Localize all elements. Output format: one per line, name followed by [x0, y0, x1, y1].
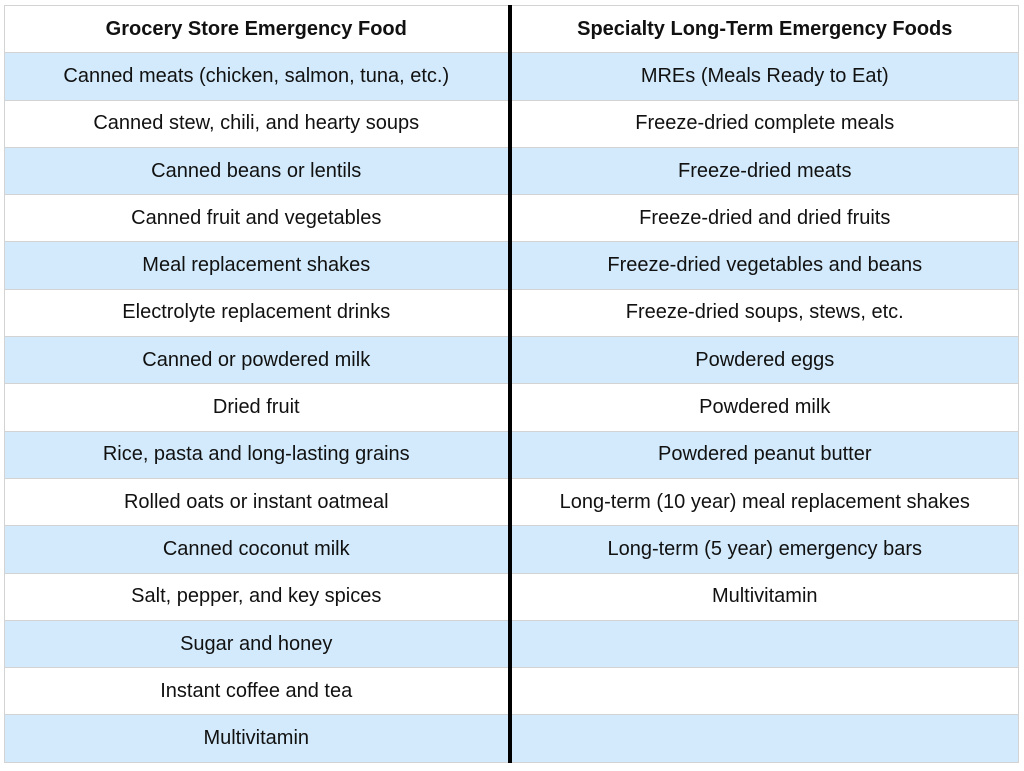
grocery-cell: Salt, pepper, and key spices	[4, 572, 512, 621]
grocery-cell: Canned or powdered milk	[4, 336, 512, 385]
grocery-cell: Canned beans or lentils	[4, 146, 512, 196]
table-row: Electrolyte replacement drinks Freeze-dr…	[4, 288, 1019, 338]
grocery-cell: Canned fruit and vegetables	[4, 194, 512, 243]
grocery-cell: Multivitamin	[4, 714, 512, 763]
grocery-cell: Canned meats (chicken, salmon, tuna, etc…	[4, 52, 512, 101]
table-row: Rolled oats or instant oatmeal Long-term…	[4, 477, 1019, 527]
emergency-food-table: Grocery Store Emergency Food Specialty L…	[4, 4, 1019, 763]
specialty-cell: Freeze-dried vegetables and beans	[509, 241, 1019, 290]
grocery-cell: Dried fruit	[4, 383, 512, 432]
specialty-cell: Long-term (5 year) emergency bars	[509, 525, 1019, 574]
table-row: Canned meats (chicken, salmon, tuna, etc…	[4, 52, 1019, 101]
table-row: Canned stew, chili, and hearty soups Fre…	[4, 99, 1019, 148]
specialty-cell: Long-term (10 year) meal replacement sha…	[509, 477, 1019, 527]
specialty-cell: Freeze-dried complete meals	[509, 99, 1019, 148]
table-row: Salt, pepper, and key spices Multivitami…	[4, 572, 1019, 621]
header-specialty-long-term: Specialty Long-Term Emergency Foods	[509, 4, 1019, 54]
header-grocery-store: Grocery Store Emergency Food	[4, 4, 512, 54]
grocery-cell: Rolled oats or instant oatmeal	[4, 477, 512, 527]
table-row: Meal replacement shakes Freeze-dried veg…	[4, 241, 1019, 290]
specialty-cell: Freeze-dried meats	[509, 146, 1019, 196]
specialty-cell-empty	[509, 667, 1019, 716]
specialty-cell: Powdered milk	[509, 383, 1019, 432]
grocery-cell: Canned stew, chili, and hearty soups	[4, 99, 512, 148]
specialty-cell: Powdered eggs	[509, 336, 1019, 385]
grocery-cell: Electrolyte replacement drinks	[4, 288, 512, 338]
specialty-cell: MREs (Meals Ready to Eat)	[509, 52, 1019, 101]
table-row: Canned fruit and vegetables Freeze-dried…	[4, 194, 1019, 243]
grocery-cell: Sugar and honey	[4, 619, 512, 669]
specialty-cell: Multivitamin	[509, 572, 1019, 621]
specialty-cell-empty	[509, 619, 1019, 669]
table-row: Canned coconut milk Long-term (5 year) e…	[4, 525, 1019, 574]
table-row: Instant coffee and tea	[4, 667, 1019, 716]
specialty-cell: Freeze-dried soups, stews, etc.	[509, 288, 1019, 338]
table-row: Canned beans or lentils Freeze-dried mea…	[4, 146, 1019, 196]
table-row: Rice, pasta and long-lasting grains Powd…	[4, 430, 1019, 479]
specialty-cell: Freeze-dried and dried fruits	[509, 194, 1019, 243]
specialty-cell: Powdered peanut butter	[509, 430, 1019, 479]
table-header-row: Grocery Store Emergency Food Specialty L…	[4, 4, 1019, 54]
grocery-cell: Canned coconut milk	[4, 525, 512, 574]
table-row: Multivitamin	[4, 714, 1019, 763]
emergency-food-table-container: Grocery Store Emergency Food Specialty L…	[4, 4, 1019, 763]
table-row: Canned or powdered milk Powdered eggs	[4, 336, 1019, 385]
specialty-cell-empty	[509, 714, 1019, 763]
grocery-cell: Instant coffee and tea	[4, 667, 512, 716]
table-row: Dried fruit Powdered milk	[4, 383, 1019, 432]
grocery-cell: Meal replacement shakes	[4, 241, 512, 290]
grocery-cell: Rice, pasta and long-lasting grains	[4, 430, 512, 479]
table-row: Sugar and honey	[4, 619, 1019, 669]
